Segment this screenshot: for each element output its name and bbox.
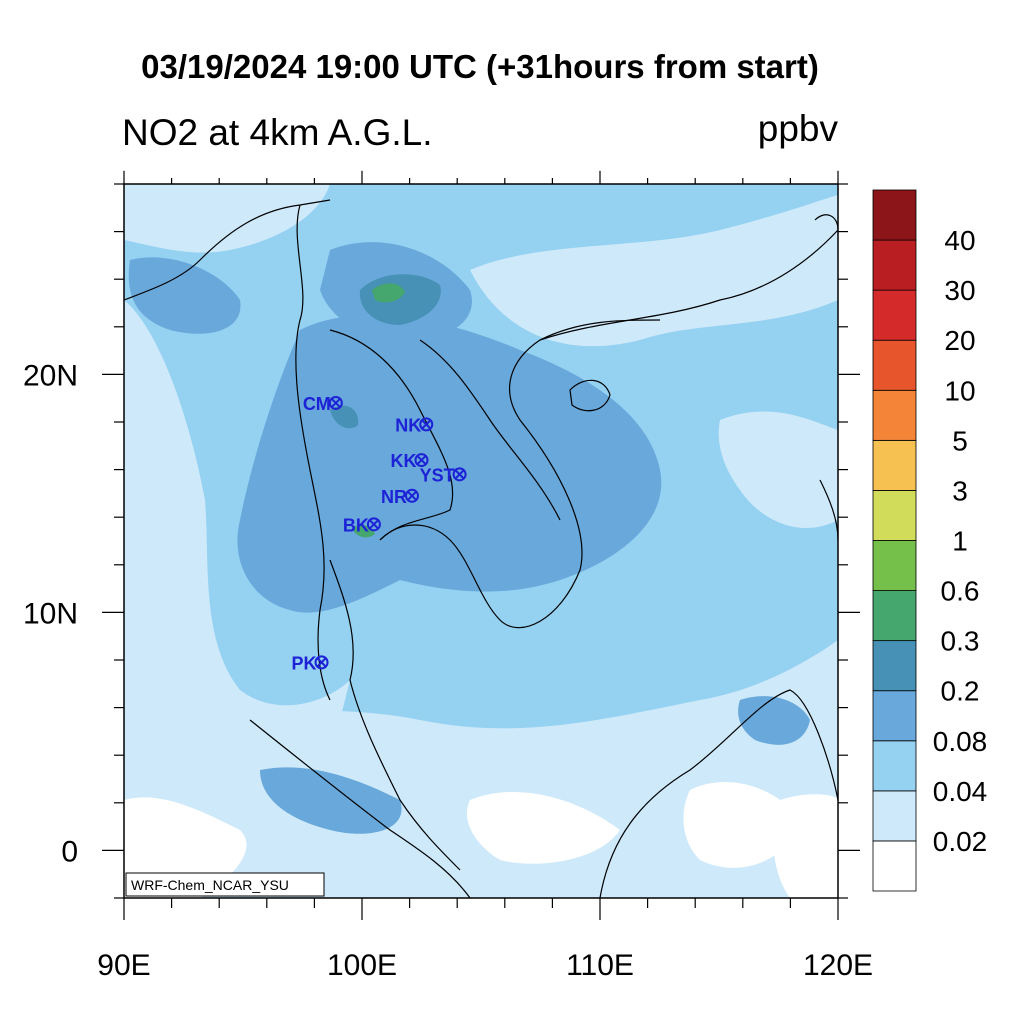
station-marker-cross [407, 491, 417, 501]
station-label: NR [381, 487, 407, 507]
station-marker-cross [331, 398, 341, 408]
colorbar-label: 20 [944, 325, 975, 356]
colorbar-label: 0.6 [941, 576, 980, 607]
contour-green-north [372, 283, 405, 303]
contour-mid-indochina [237, 315, 662, 613]
station-nr: NR [381, 487, 419, 507]
colorbar-label: 0.2 [941, 676, 980, 707]
variable-label: NO2 at 4km A.G.L. [122, 112, 433, 153]
station-marker-icon [452, 467, 467, 482]
contour-light-west [124, 300, 350, 770]
station-label: KK [391, 451, 417, 471]
station-label: BK [343, 515, 369, 535]
station-label: YST [420, 465, 455, 485]
colorbar-box [872, 590, 917, 642]
coast-malay-peninsula [329, 559, 461, 871]
colorbar-box [872, 389, 917, 441]
coast-china [539, 229, 838, 341]
y-tick-label: 0 [61, 835, 78, 868]
contour-white-south-3 [683, 781, 800, 868]
coast-borneo [599, 689, 838, 898]
y-tick-label: 20N [23, 359, 78, 392]
contour-mid-east-island [738, 696, 810, 745]
colorbar-label: 30 [944, 275, 975, 306]
station-label: PK [292, 653, 317, 673]
station-marker-cross [421, 419, 431, 430]
colorbar-box [872, 840, 917, 892]
colorbar-label: 0.04 [933, 776, 988, 807]
y-tick-label: 10N [23, 597, 78, 630]
station-nk: NK [395, 415, 434, 435]
axis-ticks: 90E 100E 110E 120E 0 10N 20N [23, 170, 873, 982]
station-pk: PK [292, 653, 329, 673]
colorbar-label: 40 [944, 225, 975, 256]
colorbar-label: 5 [952, 425, 968, 456]
colorbar-label: 0.3 [941, 626, 980, 657]
contour-light-east [718, 411, 838, 529]
coast-bay-of-bengal [124, 199, 331, 301]
colorbar-label: 0.02 [933, 826, 988, 857]
station-label: CM [303, 394, 331, 414]
station-bk: BK [343, 515, 381, 535]
x-tick-label: 90E [97, 949, 150, 982]
colorbar-box [872, 339, 917, 391]
station-marker-icon [314, 655, 329, 670]
station-marker-icon [366, 517, 381, 532]
coastlines [124, 199, 838, 898]
x-tick-label: 110E [566, 949, 634, 982]
colorbar-box [872, 289, 917, 341]
x-tick-label: 120E [803, 949, 873, 982]
coast-hainan [569, 379, 611, 412]
colorbar-box [872, 740, 917, 792]
coast-sumatra [249, 719, 471, 898]
colorbar-label: 10 [944, 375, 975, 406]
units-label: ppbv [757, 108, 838, 149]
contour-mid-southeast [260, 767, 402, 834]
colorbar-label: 3 [952, 475, 968, 506]
contour-light-south [124, 640, 838, 898]
station-cm: CM [303, 394, 343, 414]
contour-white-east [773, 794, 838, 898]
station-marker-icon [414, 453, 429, 468]
station-marker-icon [419, 417, 434, 432]
station-marker-icon [328, 395, 343, 410]
x-tick-label: 100E [327, 949, 397, 982]
station-marker-cross [316, 657, 327, 668]
concentration-fill [124, 184, 838, 898]
credit-box: WRF-Chem_NCAR_YSU [125, 872, 325, 897]
contour-light-north [470, 195, 838, 347]
colorbar-box [872, 640, 917, 692]
contour-teal-chiangmai [330, 405, 359, 429]
contour-white-south-2 [466, 791, 620, 864]
coast-myanmar [295, 204, 331, 701]
colorbar-box [872, 690, 917, 742]
credit-box-frame [125, 872, 325, 897]
border-laos-vietnam [419, 339, 561, 521]
colorbar-box [872, 540, 917, 591]
colorbar-box [872, 490, 917, 541]
map-title: 03/19/2024 19:00 UTC (+31hours from star… [141, 48, 819, 85]
model-credit: WRF-Chem_NCAR_YSU [131, 877, 289, 893]
contour-light-northwest [124, 184, 330, 253]
colorbar-box [872, 239, 917, 291]
map-plot [124, 184, 838, 898]
station-kk: KK [391, 451, 429, 471]
station-marker-cross [416, 455, 427, 465]
plot-frame [123, 183, 839, 899]
station-yst: YST [420, 465, 467, 485]
border-thailand [329, 329, 454, 541]
station-marker-cross [369, 519, 379, 530]
colorbar-label: 0.08 [933, 726, 988, 757]
colorbar-box [872, 439, 917, 491]
colorbar-label: 1 [952, 526, 968, 557]
contour-mid-west [128, 257, 241, 334]
colorbar-box [872, 189, 917, 241]
station-label: NK [395, 415, 421, 435]
colorbar: 0.02 0.04 0.08 0.2 0.3 0.6 1 3 5 10 20 30 40 [872, 189, 988, 892]
colorbar-box [872, 790, 917, 842]
station-marker-icon [404, 488, 419, 503]
station-marker-cross [454, 469, 465, 480]
